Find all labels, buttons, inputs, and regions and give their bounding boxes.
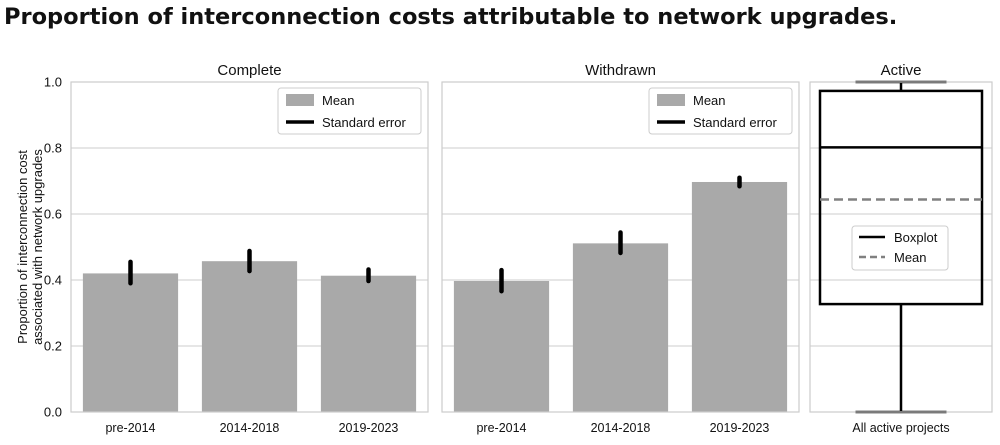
x-tick-label: 2019-2023 (339, 421, 399, 435)
y-tick-label: 1.0 (44, 75, 62, 90)
bar (320, 275, 417, 412)
panel-frame (809, 81, 993, 413)
y-tick-label: 0.4 (44, 273, 62, 288)
legend-label-boxplot: Boxplot (894, 230, 938, 245)
bar (572, 243, 669, 412)
legend-label-mean: Mean (894, 250, 927, 265)
bar (201, 261, 298, 412)
y-axis-label: Proportion of interconnection cost (15, 150, 30, 344)
box-iqr (818, 89, 984, 306)
x-tick-label: 2019-2023 (710, 421, 770, 435)
x-tick-label: pre-2014 (476, 421, 526, 435)
bar (691, 181, 788, 412)
x-tick-label: All active projects (852, 421, 949, 435)
bar (453, 280, 550, 412)
legend-label-error: Standard error (693, 115, 777, 130)
y-tick-label: 0.0 (44, 405, 62, 420)
y-axis-label: associated with network upgrades (30, 149, 45, 345)
panel-frame (441, 81, 800, 413)
legend-swatch-mean (657, 94, 685, 106)
panel-title: Withdrawn (585, 62, 656, 79)
legend-swatch-mean (286, 94, 314, 106)
x-tick-label: pre-2014 (105, 421, 155, 435)
panel-title: Active (881, 62, 922, 79)
y-tick-label: 0.8 (44, 141, 62, 156)
legend-label-error: Standard error (322, 115, 406, 130)
panel-title: Complete (217, 62, 281, 79)
y-tick-label: 0.2 (44, 339, 62, 354)
x-tick-label: 2014-2018 (591, 421, 651, 435)
panel-frame (70, 81, 429, 413)
legend-label-mean: Mean (322, 93, 355, 108)
bar (82, 273, 179, 412)
chart-title: Proportion of interconnection costs attr… (4, 4, 898, 30)
y-tick-label: 0.6 (44, 207, 62, 222)
x-tick-label: 2014-2018 (220, 421, 280, 435)
legend-label-mean: Mean (693, 93, 726, 108)
